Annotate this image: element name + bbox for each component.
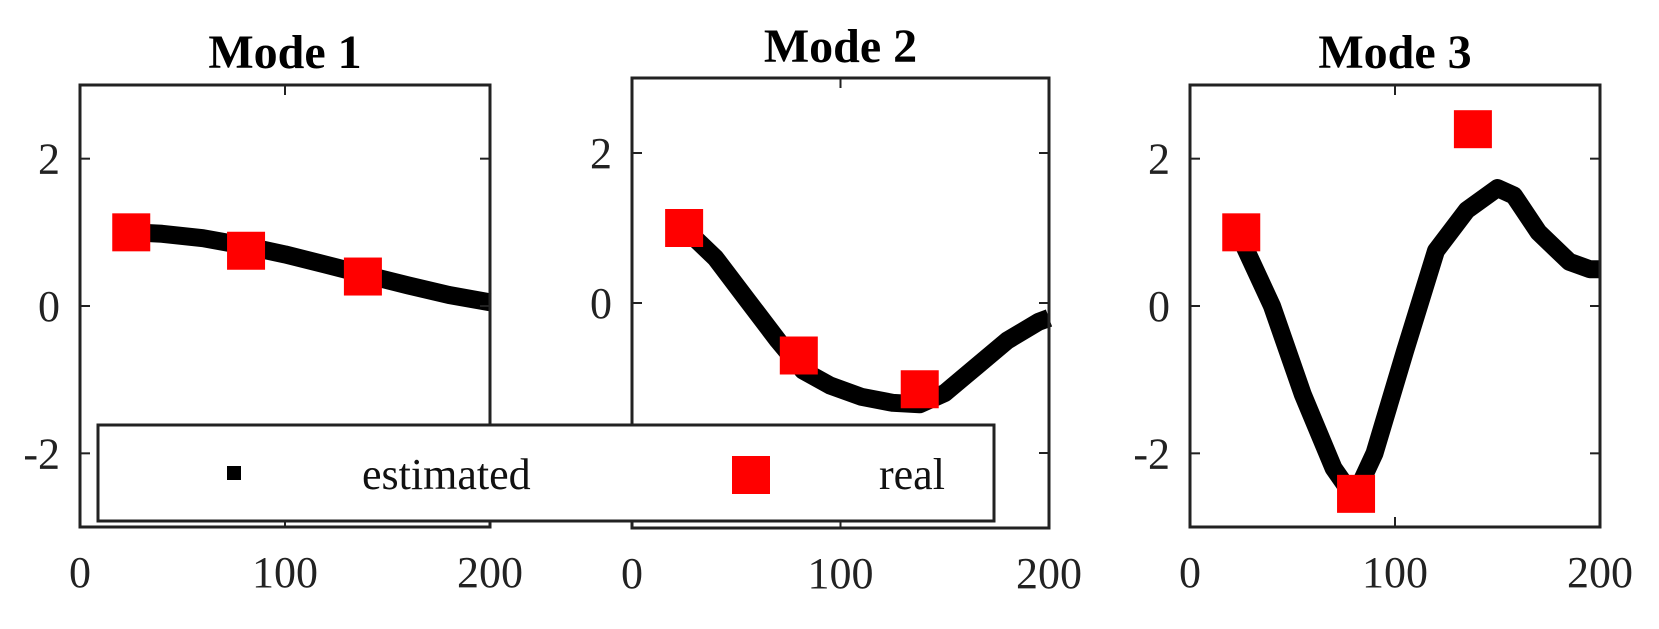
real-marker [779,336,818,375]
real-marker [227,231,266,270]
real-marker [112,213,151,252]
estimated-series-mode-3 [1233,179,1600,507]
y-tick-label: -2 [1133,429,1170,478]
axes-frame-mode-3 [1188,83,1602,529]
real-markers-mode-3 [1222,110,1492,513]
x-tick-label: 0 [69,548,91,597]
estimated-series-mode-2 [677,221,1053,414]
real-markers-mode-1 [112,213,382,296]
estimated-line [677,221,1053,414]
x-tick-label: 0 [621,549,643,598]
x-tick-label: 100 [808,549,874,598]
y-tick-label: 0 [38,282,60,331]
real-markers-mode-2 [665,209,939,409]
estimated-line [1233,179,1600,507]
real-marker [1453,110,1492,149]
ticks-mode-3: 0 100 200 -2 0 2 [1133,85,1633,597]
x-tick-label: 200 [1016,549,1082,598]
real-marker [1222,213,1261,252]
panel-title-mode-2: Mode 2 [764,20,917,73]
legend-estimated-marker [227,466,241,480]
real-marker [1337,474,1376,513]
legend-estimated-label: estimated [362,450,531,499]
legend-real-label: real [879,450,945,499]
real-marker [900,370,939,409]
estimated-line [130,223,492,312]
y-tick-label: -2 [23,429,60,478]
y-tick-label: 0 [590,279,612,328]
panel-title-mode-1: Mode 1 [208,26,361,79]
legend: estimated real [96,423,996,523]
estimated-series-mode-1 [130,223,492,312]
panel-title-mode-3: Mode 3 [1318,26,1471,79]
real-marker [343,257,382,296]
panel-mode-3: 0 100 200 -2 0 2 Mode 3 [1133,26,1633,597]
x-tick-label: 100 [252,548,318,597]
x-tick-label: 100 [1362,548,1428,597]
y-tick-label: 2 [38,135,60,184]
x-tick-label: 200 [457,548,523,597]
y-tick-label: 2 [590,129,612,178]
panel-mode-1: 0 100 200 -2 0 2 Mode 1 [23,26,523,597]
y-tick-label: 0 [1148,282,1170,331]
x-tick-label: 200 [1567,548,1633,597]
y-tick-label: 2 [1148,135,1170,184]
legend-box [96,423,996,523]
legend-real-marker [732,456,770,494]
real-marker [665,209,704,247]
x-tick-label: 0 [1179,548,1201,597]
ticks-mode-1: 0 100 200 -2 0 2 [23,85,523,597]
